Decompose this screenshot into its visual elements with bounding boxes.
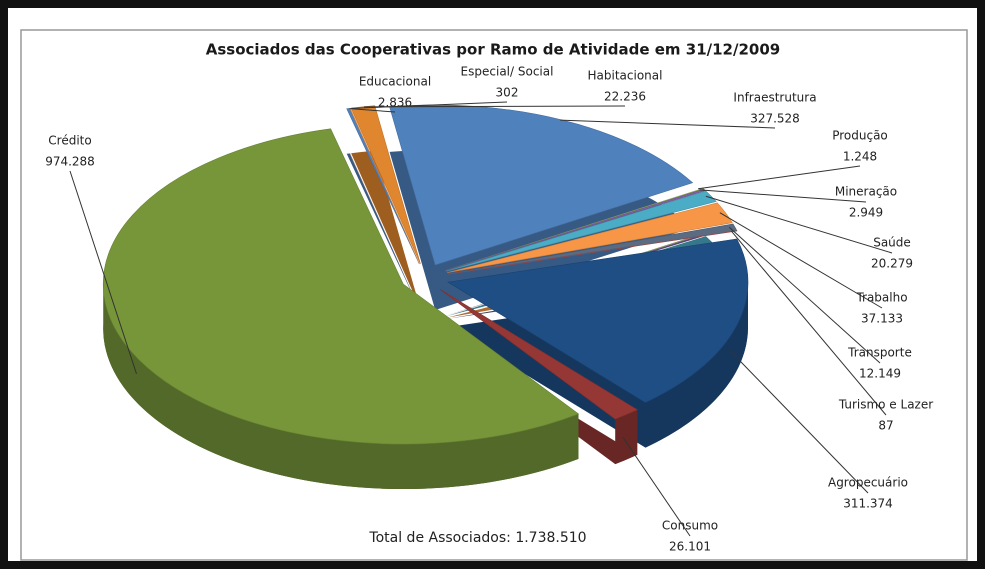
leader-line [730,230,887,416]
slice-value-label: 2.949 [849,206,883,220]
slice-value-label: 37.133 [861,312,903,326]
slice-value-label: 1.248 [843,150,877,164]
slice-value-label: 974.288 [45,155,95,169]
pie-slice [447,202,733,273]
slice-label: Educacional [359,75,431,89]
slice-label: Habitacional [588,69,663,83]
slice-value-label: 22.236 [604,90,646,104]
slice-label: Especial/ Social [461,65,554,79]
slice-value-label: 311.374 [843,497,893,511]
slice-label: Transporte [847,346,912,360]
slice-label: Consumo [662,519,718,533]
leader-line [349,108,396,113]
slice-label: Trabalho [855,291,907,305]
slice-bottom [351,150,421,309]
slice-bottom [349,153,420,309]
slice-label: Produção [832,129,888,143]
total-label: Total de Associados: 1.738.510 [368,530,586,546]
leader-line [728,226,881,364]
leader-line [705,195,893,254]
leader-line [364,105,626,108]
leader-line [69,170,137,375]
leader-line [719,212,883,309]
slice-value-label: 12.149 [859,367,901,381]
slice-tops [102,104,749,445]
slice-label: Agropecuário [828,476,908,490]
slice-label: Saúde [873,236,911,250]
slice-label: Mineração [835,185,897,199]
slice-value-label: 302 [496,86,519,100]
leader-line [698,165,861,190]
leader-line [699,189,867,203]
pie-slice [446,190,717,272]
slice-value-label: 26.101 [669,540,711,554]
slice-wall [103,284,579,490]
pie-slice [447,238,749,403]
slice-value-label: 87 [878,419,893,433]
leader-line [622,436,691,537]
pie-slice [102,128,580,445]
slice-wall [645,282,748,448]
slice-bottom [346,153,420,310]
slice-label: Crédito [48,134,91,148]
chart-title: Associados das Cooperativas por Ramo de … [206,41,780,59]
leader-line [729,349,869,494]
pie-slice [448,230,738,275]
pie-slice [447,223,738,275]
slice-label: Infraestrutura [733,91,816,105]
slice-label: Turismo e Lazer [838,398,933,412]
slice-value-label: 20.279 [871,257,913,271]
pie-slice [439,289,638,420]
slice-value-label: 327.528 [750,112,800,126]
leader-line [560,119,776,129]
